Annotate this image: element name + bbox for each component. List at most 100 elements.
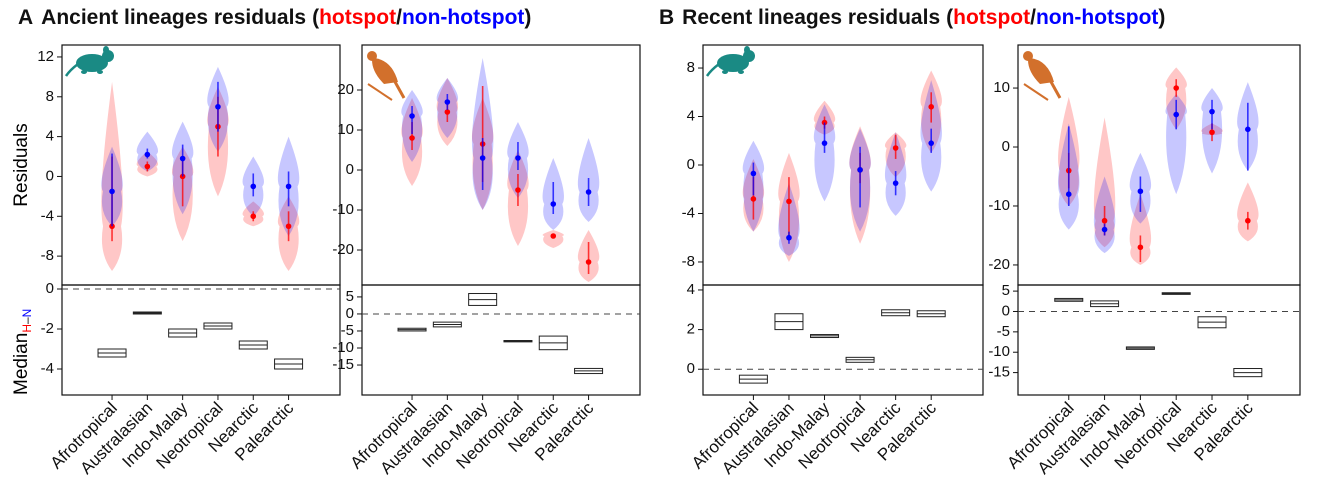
y-tick-label: 0 — [687, 156, 695, 173]
y-tick-label: -8 — [682, 253, 695, 270]
y-tick-label: -4 — [41, 360, 54, 377]
diff-label-dash: – — [20, 317, 34, 324]
y-tick-label: -20 — [332, 241, 354, 258]
title-text: Ancient lineages residuals — [41, 6, 306, 29]
y-tick-label: -2 — [41, 320, 54, 337]
panel-label: B — [659, 6, 674, 29]
y-tick-label: 0 — [346, 305, 354, 322]
y-tick-label: 0 — [1002, 138, 1010, 155]
y-tick-label: 5 — [346, 288, 354, 305]
violin — [1165, 67, 1187, 130]
y-tick-label: 4 — [687, 107, 695, 124]
median-point — [144, 151, 151, 158]
median-point — [928, 140, 934, 146]
y-tick-label: -15 — [988, 364, 1010, 381]
y-tick-label: -20 — [988, 256, 1010, 273]
diff-label-n: N — [20, 309, 34, 318]
median-point — [285, 223, 292, 230]
median-point — [750, 196, 757, 202]
median-point — [285, 183, 292, 190]
median-point — [892, 145, 899, 151]
y-tick-label: 10 — [993, 79, 1010, 96]
bird-icon — [367, 51, 406, 101]
median-point — [1209, 108, 1215, 115]
panel-label: A — [18, 6, 33, 29]
median-point — [550, 233, 557, 239]
plot-frame — [361, 284, 641, 396]
legend-non-hotspot: non-hotspot — [402, 6, 524, 29]
y-tick-label: 20 — [337, 81, 354, 98]
legend-hotspot: hotspot — [319, 6, 396, 29]
median-point — [1065, 191, 1072, 197]
median-point — [786, 234, 792, 241]
median-point — [585, 259, 592, 265]
median-point — [585, 189, 592, 195]
median-point — [479, 155, 486, 161]
panel-title: A Ancient lineages residuals (hotspot/non-… — [18, 6, 531, 29]
median-point — [109, 188, 115, 195]
median-point — [144, 163, 151, 170]
median-point — [786, 198, 792, 205]
y-tick-label: 0 — [46, 167, 54, 184]
y-tick-label: 8 — [46, 88, 54, 105]
bird-icon — [1023, 51, 1062, 101]
y-tick-label: -10 — [332, 201, 354, 218]
title-punct: ( — [312, 6, 319, 29]
y-tick-label: 0 — [687, 360, 695, 377]
median-point — [1173, 111, 1180, 118]
diff-label-main: Median — [11, 333, 32, 395]
title-punct: ) — [1158, 6, 1165, 29]
median-point — [1137, 188, 1144, 195]
title-punct: ( — [946, 6, 953, 29]
title-text: Recent lineages residuals — [682, 6, 940, 29]
y-tick-label: -4 — [682, 204, 695, 221]
median-point — [409, 135, 415, 141]
y-tick-label: -5 — [341, 322, 354, 339]
y-tick-label: 2 — [687, 321, 695, 338]
median-point — [1245, 126, 1251, 133]
violin — [1093, 117, 1116, 248]
median-point — [857, 167, 863, 173]
median-point — [515, 155, 521, 161]
median-point — [250, 213, 257, 220]
violin — [542, 230, 564, 248]
median-point — [550, 201, 557, 207]
median-point — [928, 104, 934, 110]
violin — [1129, 194, 1152, 265]
y-tick-label: 0 — [46, 280, 54, 297]
y-tick-label: 0 — [346, 161, 354, 178]
median-point — [444, 109, 451, 115]
y-tick-label: 4 — [687, 281, 695, 298]
y-tick-label: -10 — [332, 339, 354, 356]
median-point — [892, 180, 899, 186]
median-point — [1209, 129, 1215, 136]
mammal-icon — [705, 46, 755, 77]
y-tick-label: 8 — [687, 59, 695, 76]
median-point — [515, 187, 521, 193]
legend-non-hotspot: non-hotspot — [1036, 6, 1158, 29]
median-point — [250, 183, 257, 190]
y-tick-label: 0 — [1002, 302, 1010, 319]
median-point — [1101, 217, 1108, 224]
y-tick-label: 4 — [46, 128, 54, 145]
y-tick-label: 10 — [337, 121, 354, 138]
plot-frame — [1017, 284, 1301, 396]
diff-label-h: H — [20, 324, 34, 333]
title-punct: / — [1030, 6, 1036, 29]
mammal-icon — [64, 46, 114, 77]
median-point — [179, 155, 186, 162]
median-point — [444, 99, 451, 105]
plot-frame — [61, 284, 341, 396]
diff-axis-label: MedianH–N — [11, 309, 34, 395]
median-point — [409, 113, 415, 119]
panel-title: B Recent lineages residuals (hotspot/non-h… — [659, 6, 1165, 29]
violin — [1165, 93, 1187, 195]
y-tick-label: -15 — [332, 356, 354, 373]
y-tick-label: -8 — [41, 247, 54, 264]
plot-frame — [702, 284, 984, 396]
median-point — [215, 103, 221, 110]
median-point — [1137, 244, 1144, 251]
y-tick-label: 12 — [37, 48, 54, 65]
y-tick-label: -10 — [988, 343, 1010, 360]
